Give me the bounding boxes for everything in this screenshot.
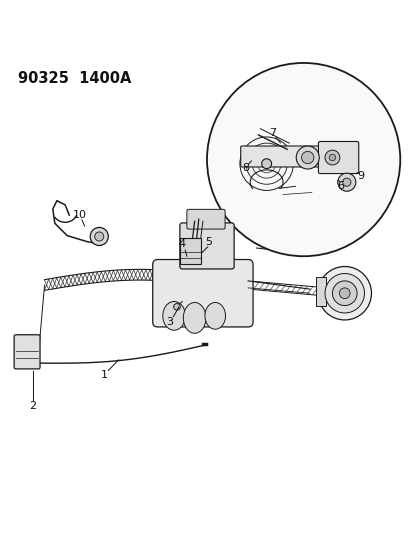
Ellipse shape	[183, 303, 206, 333]
Text: 3: 3	[166, 317, 173, 327]
FancyBboxPatch shape	[318, 141, 358, 174]
Circle shape	[261, 159, 271, 168]
Circle shape	[296, 146, 318, 169]
Ellipse shape	[204, 303, 225, 329]
Circle shape	[339, 288, 349, 298]
Text: 8: 8	[242, 163, 249, 173]
Circle shape	[328, 154, 335, 161]
Circle shape	[332, 281, 356, 305]
Ellipse shape	[162, 302, 185, 330]
Circle shape	[342, 178, 350, 187]
Circle shape	[95, 232, 104, 241]
Circle shape	[324, 150, 339, 165]
FancyBboxPatch shape	[14, 335, 40, 369]
Text: 90325  1400A: 90325 1400A	[18, 71, 131, 86]
FancyBboxPatch shape	[186, 209, 225, 229]
Circle shape	[90, 228, 108, 246]
Circle shape	[337, 173, 355, 191]
Text: 7: 7	[268, 128, 276, 138]
FancyBboxPatch shape	[240, 146, 320, 167]
Text: 10: 10	[72, 210, 86, 220]
Circle shape	[324, 273, 363, 313]
Text: 4: 4	[178, 239, 185, 249]
Text: 1: 1	[100, 370, 107, 381]
Text: 5: 5	[205, 237, 212, 247]
Circle shape	[317, 266, 370, 320]
Text: 2: 2	[28, 401, 36, 411]
Bar	[315, 277, 325, 305]
Bar	[180, 238, 200, 264]
Circle shape	[301, 151, 313, 164]
Text: 9: 9	[357, 171, 364, 181]
Circle shape	[206, 63, 399, 256]
FancyBboxPatch shape	[152, 260, 252, 327]
Text: 6: 6	[336, 181, 343, 191]
FancyBboxPatch shape	[179, 223, 234, 269]
Circle shape	[173, 303, 180, 310]
